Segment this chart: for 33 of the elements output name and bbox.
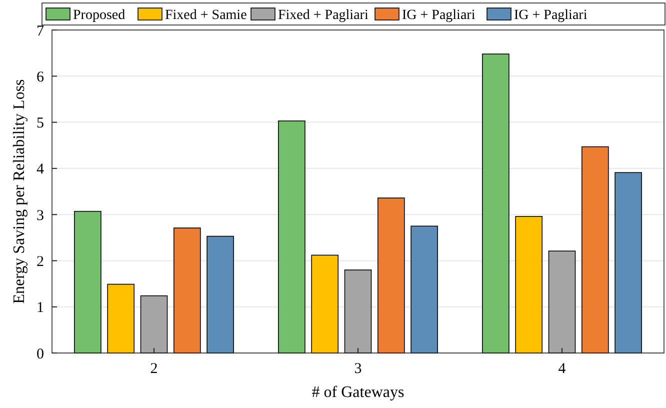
bar xyxy=(311,254,339,354)
bar xyxy=(74,210,102,354)
bar xyxy=(173,228,201,354)
y-tick-label: 4 xyxy=(36,162,44,178)
bar xyxy=(377,198,405,354)
y-tick-label: 7 xyxy=(36,23,44,40)
bar xyxy=(482,54,510,354)
bar xyxy=(614,172,642,354)
legend-label: Fixed + Samie xyxy=(165,8,247,23)
bar xyxy=(344,270,372,354)
y-tick-label: 3 xyxy=(36,208,44,224)
bar xyxy=(548,250,576,354)
y-tick-label: 5 xyxy=(36,116,44,132)
legend-label: Fixed + Pagliari xyxy=(278,8,368,23)
y-axis-title: Energy Saving per Reliability Loss xyxy=(11,79,28,304)
x-tick-label: 3 xyxy=(354,361,362,377)
bar xyxy=(140,295,168,354)
bar xyxy=(410,226,438,354)
x-tick-label: 4 xyxy=(558,361,566,377)
bar xyxy=(278,120,306,354)
bar xyxy=(581,146,609,354)
y-tick-label: 1 xyxy=(36,300,44,316)
x-axis-title: # of Gateways xyxy=(312,384,404,401)
y-tick-label: 2 xyxy=(36,254,44,270)
y-tick-label: 0 xyxy=(36,346,44,362)
bar xyxy=(107,284,135,354)
legend-label: Proposed xyxy=(73,8,126,23)
legend-label: IG + Pagliari xyxy=(402,8,476,23)
bar xyxy=(515,216,543,354)
y-tick-label: 6 xyxy=(36,69,44,86)
x-tick-label: 2 xyxy=(150,361,158,377)
bar xyxy=(206,236,234,354)
legend-label: IG + Pagliari xyxy=(514,8,588,23)
